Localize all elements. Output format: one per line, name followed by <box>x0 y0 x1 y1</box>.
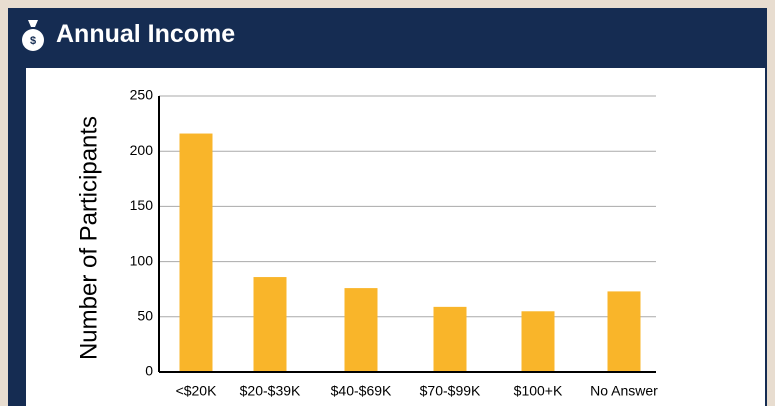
x-tick-label: $100+K <box>514 383 563 399</box>
y-tick-label: 0 <box>145 363 153 379</box>
chart: Number of Participants 0 50 100 150 200 250 <$… <box>26 68 765 406</box>
bar <box>521 311 555 372</box>
y-tick-label: 200 <box>130 142 154 158</box>
bar <box>179 133 213 372</box>
chart-title: Annual Income <box>56 20 236 48</box>
y-tick-label: 50 <box>137 308 153 324</box>
y-axis-label: Number of Participants <box>75 116 102 360</box>
y-tick-label: 150 <box>130 197 154 213</box>
bar <box>253 277 287 372</box>
x-tick-label: <$20K <box>176 383 218 399</box>
y-tick-label: 250 <box>130 87 154 103</box>
x-tick-label: No Answer <box>590 383 658 399</box>
bar <box>344 288 378 372</box>
x-tick-label: $40-$69K <box>331 383 392 399</box>
svg-text:$: $ <box>30 35 36 47</box>
x-tick-label: $20-$39K <box>240 383 301 399</box>
bar <box>433 306 467 372</box>
money-bag-icon: $ <box>22 20 44 51</box>
panel: $ Annual Income Number of Participants 0… <box>8 8 767 406</box>
bar <box>607 291 641 372</box>
x-tick-label: $70-$99K <box>420 383 481 399</box>
y-tick-label: 100 <box>130 252 154 268</box>
